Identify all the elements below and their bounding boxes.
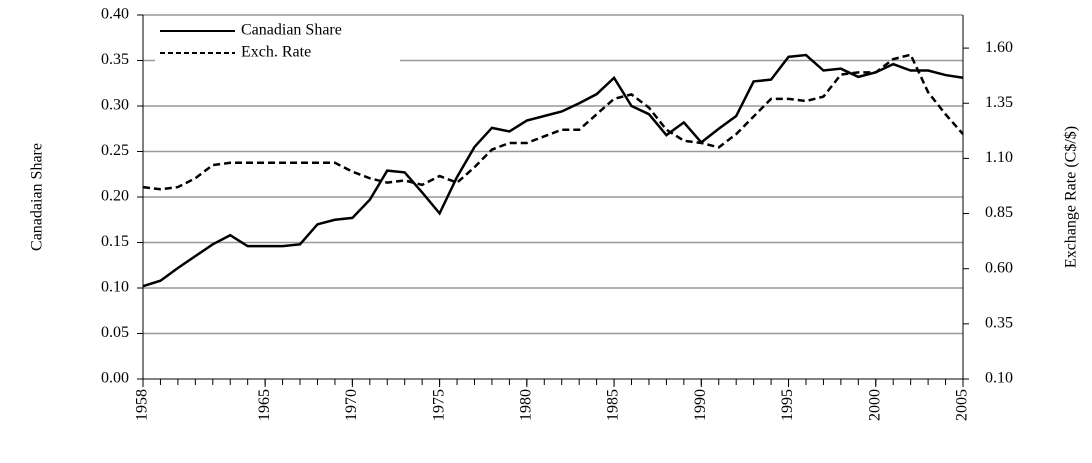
y2-tick-label: 0.85 bbox=[985, 204, 1013, 221]
x-tick-label: 1990 bbox=[692, 389, 709, 421]
x-tick-label: 1975 bbox=[430, 389, 447, 421]
x-tick-label: 2005 bbox=[954, 389, 971, 421]
legend-box bbox=[155, 17, 400, 69]
y-tick-label: 0.35 bbox=[101, 51, 129, 68]
x-tick-label: 1995 bbox=[779, 389, 796, 421]
x-tick-label: 1985 bbox=[605, 389, 622, 421]
y2-tick-label: 1.10 bbox=[985, 149, 1013, 166]
y-tick-label: 0.25 bbox=[101, 142, 129, 159]
y2-tick-label: 1.60 bbox=[985, 39, 1013, 56]
x-tick-label: 1980 bbox=[518, 389, 535, 421]
y-tick-label: 0.05 bbox=[101, 324, 129, 341]
y2-tick-label: 1.35 bbox=[985, 94, 1013, 111]
line-series bbox=[142, 53, 964, 191]
y-tick-label: 0.15 bbox=[101, 233, 129, 250]
x-tick-label: 1965 bbox=[256, 389, 273, 421]
x-tick-label: 1958 bbox=[134, 389, 151, 421]
y-axis-label: Canadaian Share bbox=[29, 143, 46, 251]
y2-tick-label: 0.60 bbox=[985, 259, 1013, 276]
y2-tick-label: 0.10 bbox=[985, 370, 1013, 387]
legend-label: Exch. Rate bbox=[241, 44, 311, 61]
y-tick-label: 0.30 bbox=[101, 97, 129, 114]
y2-tick-label: 0.35 bbox=[985, 315, 1013, 332]
y-tick-label: 0.00 bbox=[101, 370, 129, 387]
y-tick-label: 0.10 bbox=[101, 279, 129, 296]
y-tick-label: 0.20 bbox=[101, 188, 129, 205]
y-tick-label: 0.40 bbox=[101, 6, 129, 23]
line-series bbox=[142, 53, 964, 288]
x-tick-label: 2000 bbox=[866, 389, 883, 421]
x-tick-label: 1970 bbox=[343, 389, 360, 421]
y2-axis-label: Exchange Rate (C$/$) bbox=[1063, 126, 1080, 268]
legend-label: Canadian Share bbox=[241, 22, 342, 39]
